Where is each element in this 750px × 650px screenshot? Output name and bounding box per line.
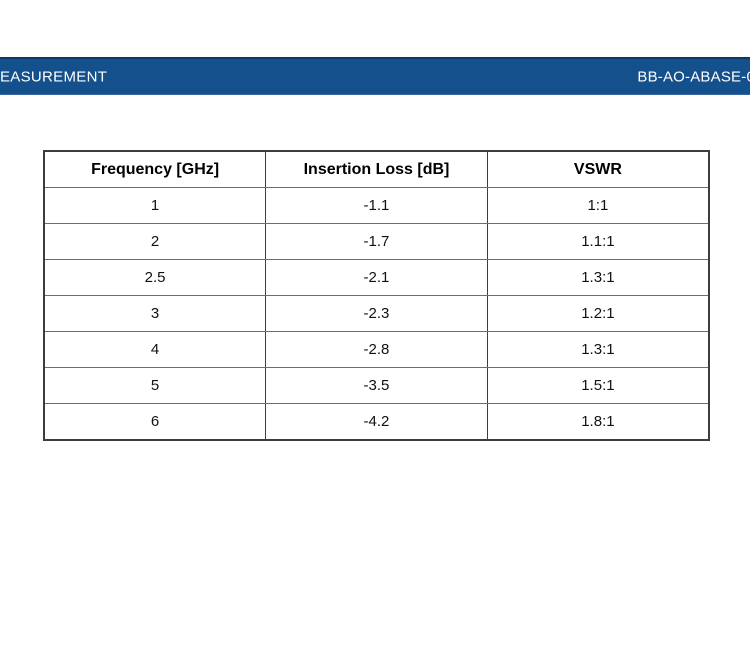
table-body: 1 -1.1 1:1 2 -1.7 1.1:1 2.5 -2.1 1.3:1 3 -2.3 1.2:1… bbox=[43, 187, 710, 441]
table-cell: -1.1 bbox=[265, 187, 488, 224]
table-cell: -4.2 bbox=[265, 403, 488, 441]
table-cell: -2.8 bbox=[265, 331, 488, 368]
column-header-frequency: Frequency [GHz] bbox=[43, 150, 267, 188]
table-cell: 2 bbox=[43, 223, 267, 260]
table-row: 2 -1.7 1.1:1 bbox=[43, 223, 710, 260]
header-banner: EASUREMENT BB-AO-ABASE-0 bbox=[0, 57, 750, 95]
header-doc-code: BB-AO-ABASE-0 bbox=[637, 68, 750, 85]
header-title: EASUREMENT bbox=[0, 68, 108, 85]
table-cell: -1.7 bbox=[265, 223, 488, 260]
table-cell: -3.5 bbox=[265, 367, 488, 404]
table-cell: 1.2:1 bbox=[486, 295, 710, 332]
table-cell: -2.3 bbox=[265, 295, 488, 332]
table-cell: 5 bbox=[43, 367, 267, 404]
table-row: 3 -2.3 1.2:1 bbox=[43, 295, 710, 332]
table-cell: 1.3:1 bbox=[486, 259, 710, 296]
table-header-row: Frequency [GHz] Insertion Loss [dB] VSWR bbox=[43, 150, 710, 188]
table-row: 1 -1.1 1:1 bbox=[43, 187, 710, 224]
column-header-vswr: VSWR bbox=[486, 150, 710, 188]
table-row: 6 -4.2 1.8:1 bbox=[43, 403, 710, 441]
table-cell: 3 bbox=[43, 295, 267, 332]
table-cell: 1.3:1 bbox=[486, 331, 710, 368]
table-row: 2.5 -2.1 1.3:1 bbox=[43, 259, 710, 296]
table-cell: 2.5 bbox=[43, 259, 267, 296]
table-cell: 1.8:1 bbox=[486, 403, 710, 441]
table-cell: 1:1 bbox=[486, 187, 710, 224]
table-row: 5 -3.5 1.5:1 bbox=[43, 367, 710, 404]
table-row: 4 -2.8 1.3:1 bbox=[43, 331, 710, 368]
measurement-table: Frequency [GHz] Insertion Loss [dB] VSWR… bbox=[43, 150, 710, 441]
table-cell: 6 bbox=[43, 403, 267, 441]
table-cell: -2.1 bbox=[265, 259, 488, 296]
table-cell: 1 bbox=[43, 187, 267, 224]
table-cell: 4 bbox=[43, 331, 267, 368]
table-cell: 1.5:1 bbox=[486, 367, 710, 404]
table-cell: 1.1:1 bbox=[486, 223, 710, 260]
column-header-insertion-loss: Insertion Loss [dB] bbox=[265, 150, 488, 188]
